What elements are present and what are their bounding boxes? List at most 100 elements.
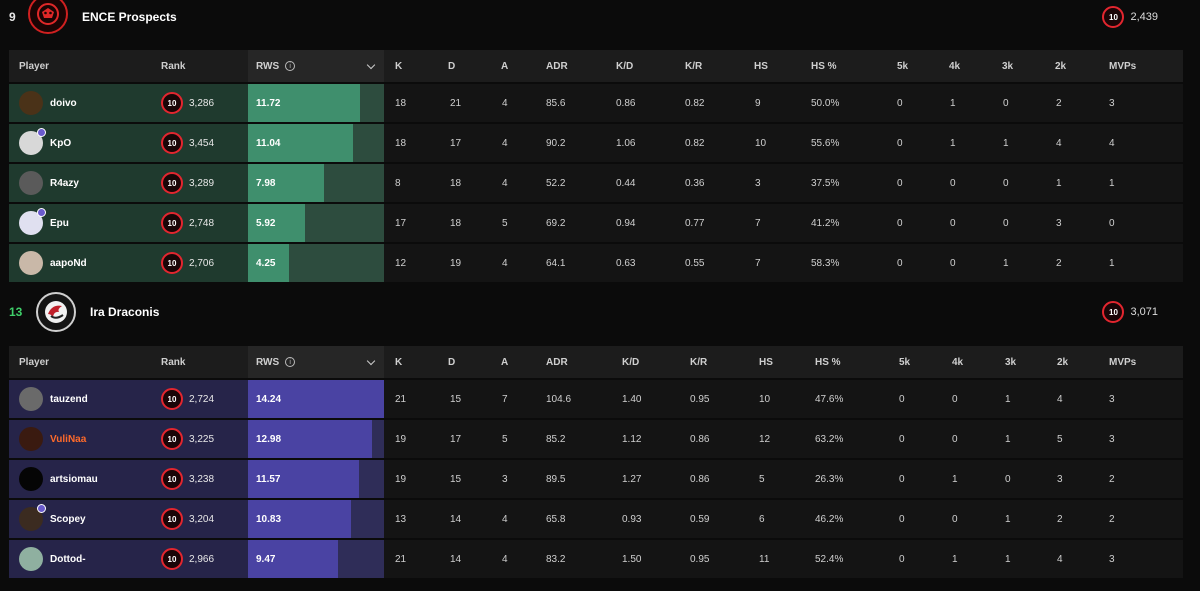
col-a[interactable]: A	[501, 60, 509, 72]
stat-k3: 1	[1005, 553, 1011, 565]
col-5k[interactable]: 5k	[897, 60, 909, 72]
team-logo-ira-draconis[interactable]	[36, 292, 76, 332]
rws-value: 11.04	[256, 137, 281, 149]
player-name[interactable]: KpO	[50, 137, 72, 149]
col-3k[interactable]: 3k	[1005, 356, 1017, 368]
player-cell[interactable]: doivo 10 3,286 11.72	[9, 84, 384, 122]
avatar[interactable]	[19, 251, 43, 275]
rws-bar	[248, 204, 305, 242]
player-cell[interactable]: artsiomau 10 3,238 11.57	[9, 460, 384, 498]
team-score: 9	[9, 10, 16, 24]
col-rank[interactable]: Rank	[161, 356, 186, 368]
player-cell[interactable]: R4azy 10 3,289 7.98	[9, 164, 384, 202]
col-4k[interactable]: 4k	[949, 60, 961, 72]
col-player[interactable]: Player	[19, 356, 50, 368]
level-icon: 10	[161, 92, 183, 114]
col-rank[interactable]: Rank	[161, 60, 186, 72]
player-row[interactable]: KpO 10 3,454 11.04 18 17 4 90.2 1.06 0.82 10 55.6% 0…	[9, 124, 1183, 162]
stat-kd: 0.86	[616, 97, 636, 109]
col-kr[interactable]: K/R	[685, 60, 703, 72]
rws-bar	[248, 420, 372, 458]
level-icon: 10	[161, 252, 183, 274]
col-kr[interactable]: K/R	[690, 356, 708, 368]
level-icon: 10	[161, 172, 183, 194]
avatar[interactable]	[19, 467, 43, 491]
player-cell[interactable]: Dottod- 10 2,966 9.47	[9, 540, 384, 578]
player-name[interactable]: Epu	[50, 217, 69, 229]
col-3k[interactable]: 3k	[1002, 60, 1014, 72]
avatar[interactable]	[19, 427, 43, 451]
col-hs-pct[interactable]: HS %	[815, 356, 841, 368]
info-icon[interactable]: i	[285, 357, 296, 367]
stat-hs: 10	[759, 393, 771, 405]
col-2k[interactable]: 2k	[1057, 356, 1069, 368]
player-row[interactable]: Epu 10 2,748 5.92 17 18 5 69.2 0.94 0.77 7 41.2% 0 0 0…	[9, 204, 1183, 242]
col-2k[interactable]: 2k	[1055, 60, 1067, 72]
stat-adr: 90.2	[546, 137, 566, 149]
col-hs[interactable]: HS	[759, 356, 773, 368]
col-mvps[interactable]: MVPs	[1109, 60, 1137, 72]
avatar[interactable]	[19, 208, 46, 235]
rws-cell: 12.98	[248, 420, 384, 458]
player-name[interactable]: doivo	[50, 97, 77, 109]
player-row[interactable]: tauzend 10 2,724 14.24 21 15 7 104.6 1.40 0.95 10 4…	[9, 380, 1183, 418]
player-name[interactable]: artsiomau	[50, 473, 98, 485]
chevron-down-icon[interactable]	[366, 60, 376, 70]
rws-cell: 9.47	[248, 540, 384, 578]
player-cell[interactable]: aapoNd 10 2,706 4.25	[9, 244, 384, 282]
avatar[interactable]	[19, 171, 43, 195]
col-k[interactable]: K	[395, 356, 403, 368]
player-row[interactable]: Scopey 10 3,204 10.83 13 14 4 65.8 0.93 0.59 6 46.2…	[9, 500, 1183, 538]
col-rws[interactable]: RWS i	[248, 50, 384, 82]
player-cell[interactable]: VuliNaa 10 3,225 12.98	[9, 420, 384, 458]
player-cell[interactable]: Scopey 10 3,204 10.83	[9, 500, 384, 538]
team-name[interactable]: ENCE Prospects	[82, 10, 177, 24]
stat-hs: 3	[755, 177, 761, 189]
avatar[interactable]	[19, 504, 46, 531]
stat-hs: 6	[759, 513, 765, 525]
player-name[interactable]: aapoNd	[50, 257, 87, 269]
team-logo-ence[interactable]	[28, 0, 68, 34]
col-a[interactable]: A	[501, 356, 509, 368]
player-row[interactable]: VuliNaa 10 3,225 12.98 19 17 5 85.2 1.12 0.86 12 63…	[9, 420, 1183, 458]
col-rws[interactable]: RWS i	[248, 346, 384, 378]
player-name[interactable]: VuliNaa	[50, 433, 87, 445]
col-player[interactable]: Player	[19, 60, 50, 72]
col-hs[interactable]: HS	[754, 60, 768, 72]
player-name[interactable]: R4azy	[50, 177, 79, 189]
col-kd[interactable]: K/D	[622, 356, 640, 368]
col-4k[interactable]: 4k	[952, 356, 964, 368]
col-5k[interactable]: 5k	[899, 356, 911, 368]
col-d[interactable]: D	[448, 60, 456, 72]
stat-k2: 2	[1056, 257, 1062, 269]
player-row[interactable]: aapoNd 10 2,706 4.25 12 19 4 64.1 0.63 0.55 7 58.3%…	[9, 244, 1183, 282]
col-d[interactable]: D	[448, 356, 456, 368]
col-adr[interactable]: ADR	[546, 60, 568, 72]
player-cell[interactable]: Epu 10 2,748 5.92	[9, 204, 384, 242]
info-icon[interactable]: i	[285, 61, 296, 71]
team-score: 13	[9, 305, 23, 319]
col-kd[interactable]: K/D	[616, 60, 634, 72]
avatar[interactable]	[19, 128, 46, 155]
col-mvps[interactable]: MVPs	[1109, 356, 1137, 368]
stat-k2: 4	[1056, 137, 1062, 149]
team-name[interactable]: Ira Draconis	[90, 305, 160, 319]
team-elo-value: 2,439	[1130, 11, 1158, 23]
col-k[interactable]: K	[395, 60, 403, 72]
player-name[interactable]: Dottod-	[50, 553, 86, 565]
avatar[interactable]	[19, 387, 43, 411]
avatar[interactable]	[19, 547, 43, 571]
player-name[interactable]: tauzend	[50, 393, 88, 405]
player-cell[interactable]: KpO 10 3,454 11.04	[9, 124, 384, 162]
avatar[interactable]	[19, 91, 43, 115]
player-row[interactable]: Dottod- 10 2,966 9.47 21 14 4 83.2 1.50 0.95 11 52.…	[9, 540, 1183, 578]
player-row[interactable]: artsiomau 10 3,238 11.57 19 15 3 89.5 1.27 0.86 5 2…	[9, 460, 1183, 498]
player-row[interactable]: R4azy 10 3,289 7.98 8 18 4 52.2 0.44 0.36 3 37.5% 0 0…	[9, 164, 1183, 202]
player-name[interactable]: Scopey	[50, 513, 86, 525]
rws-cell: 11.72	[248, 84, 384, 122]
col-hs-pct[interactable]: HS %	[811, 60, 837, 72]
player-cell[interactable]: tauzend 10 2,724 14.24	[9, 380, 384, 418]
col-adr[interactable]: ADR	[546, 356, 568, 368]
player-row[interactable]: doivo 10 3,286 11.72 18 21 4 85.6 0.86 0.82 9 50.0%…	[9, 84, 1183, 122]
chevron-down-icon[interactable]	[366, 356, 376, 366]
